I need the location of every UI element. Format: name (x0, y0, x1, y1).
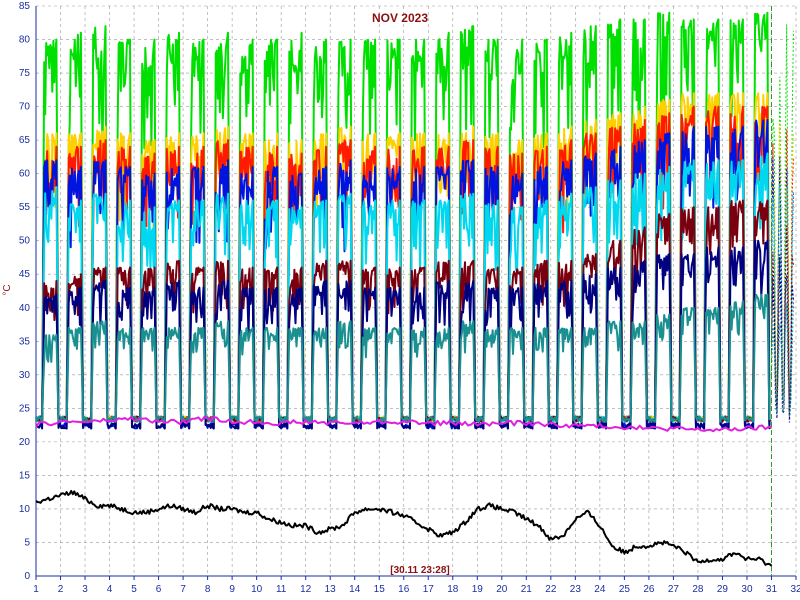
series-7-tail (771, 299, 794, 418)
y-tick-label-8: 40 (19, 303, 31, 314)
x-tick-label-4: 5 (131, 584, 137, 595)
y-tick-label-6: 30 (19, 370, 31, 381)
x-tick-label-21: 22 (545, 584, 557, 595)
x-tick-label-12: 13 (325, 584, 337, 595)
y-tick-label-7: 35 (19, 336, 31, 347)
y-tick-label-9: 45 (19, 269, 31, 280)
y-tick-label-14: 70 (19, 102, 31, 113)
x-tick-label-11: 12 (300, 584, 312, 595)
x-tick-label-0: 1 (33, 584, 39, 595)
timestamp-label: [30.11 23:28] (390, 565, 450, 576)
x-tick-label-30: 31 (766, 584, 778, 595)
series-9-line (35, 489, 773, 567)
y-tick-label-13: 65 (19, 135, 31, 146)
x-tick-label-10: 11 (276, 584, 287, 595)
y-tick-label-12: 60 (19, 169, 31, 180)
x-tick-label-29: 30 (741, 584, 753, 595)
y-tick-label-16: 80 (19, 35, 31, 46)
x-tick-label-2: 3 (82, 584, 88, 595)
y-tick-label-15: 75 (19, 68, 31, 79)
x-tick-label-1: 2 (58, 584, 64, 595)
x-tick-label-27: 28 (692, 584, 704, 595)
series-0-tail (771, 24, 794, 412)
x-tick-label-24: 25 (619, 584, 631, 595)
x-tick-label-20: 21 (521, 584, 533, 595)
y-tick-label-0: 0 (24, 571, 30, 582)
x-tick-label-8: 9 (229, 584, 235, 595)
y-tick-label-2: 10 (19, 504, 31, 515)
x-tick-label-17: 18 (447, 584, 459, 595)
x-tick-label-28: 29 (717, 584, 729, 595)
y-tick-label-5: 25 (19, 403, 31, 414)
series-group (35, 6, 794, 576)
y-tick-label-11: 55 (19, 202, 31, 213)
x-tick-label-31: 32 (790, 584, 800, 595)
x-tick-label-22: 23 (570, 584, 582, 595)
x-tick-label-19: 20 (496, 584, 508, 595)
x-tick-label-14: 15 (374, 584, 386, 595)
y-tick-label-10: 50 (19, 236, 31, 247)
x-tick-label-5: 6 (156, 584, 162, 595)
x-tick-label-9: 10 (251, 584, 263, 595)
x-tick-label-6: 7 (180, 584, 186, 595)
y-tick-label-1: 5 (24, 537, 30, 548)
series-8-line (35, 415, 772, 433)
chart-title: NOV 2023 (372, 11, 428, 25)
x-tick-label-16: 17 (423, 584, 435, 595)
y-tick-label-17: 85 (19, 1, 31, 12)
y-tick-label-3: 15 (19, 470, 31, 481)
x-tick-label-25: 26 (643, 584, 655, 595)
x-tick-label-18: 19 (472, 584, 484, 595)
x-tick-label-7: 8 (205, 584, 211, 595)
x-tick-label-26: 27 (668, 584, 680, 595)
x-tick-label-15: 16 (398, 584, 410, 595)
x-tick-label-13: 14 (349, 584, 361, 595)
x-tick-label-23: 24 (594, 584, 606, 595)
y-axis-label: °C (2, 284, 13, 295)
y-tick-label-4: 20 (19, 437, 31, 448)
x-tick-label-3: 4 (107, 584, 113, 595)
axes (35, 6, 797, 580)
